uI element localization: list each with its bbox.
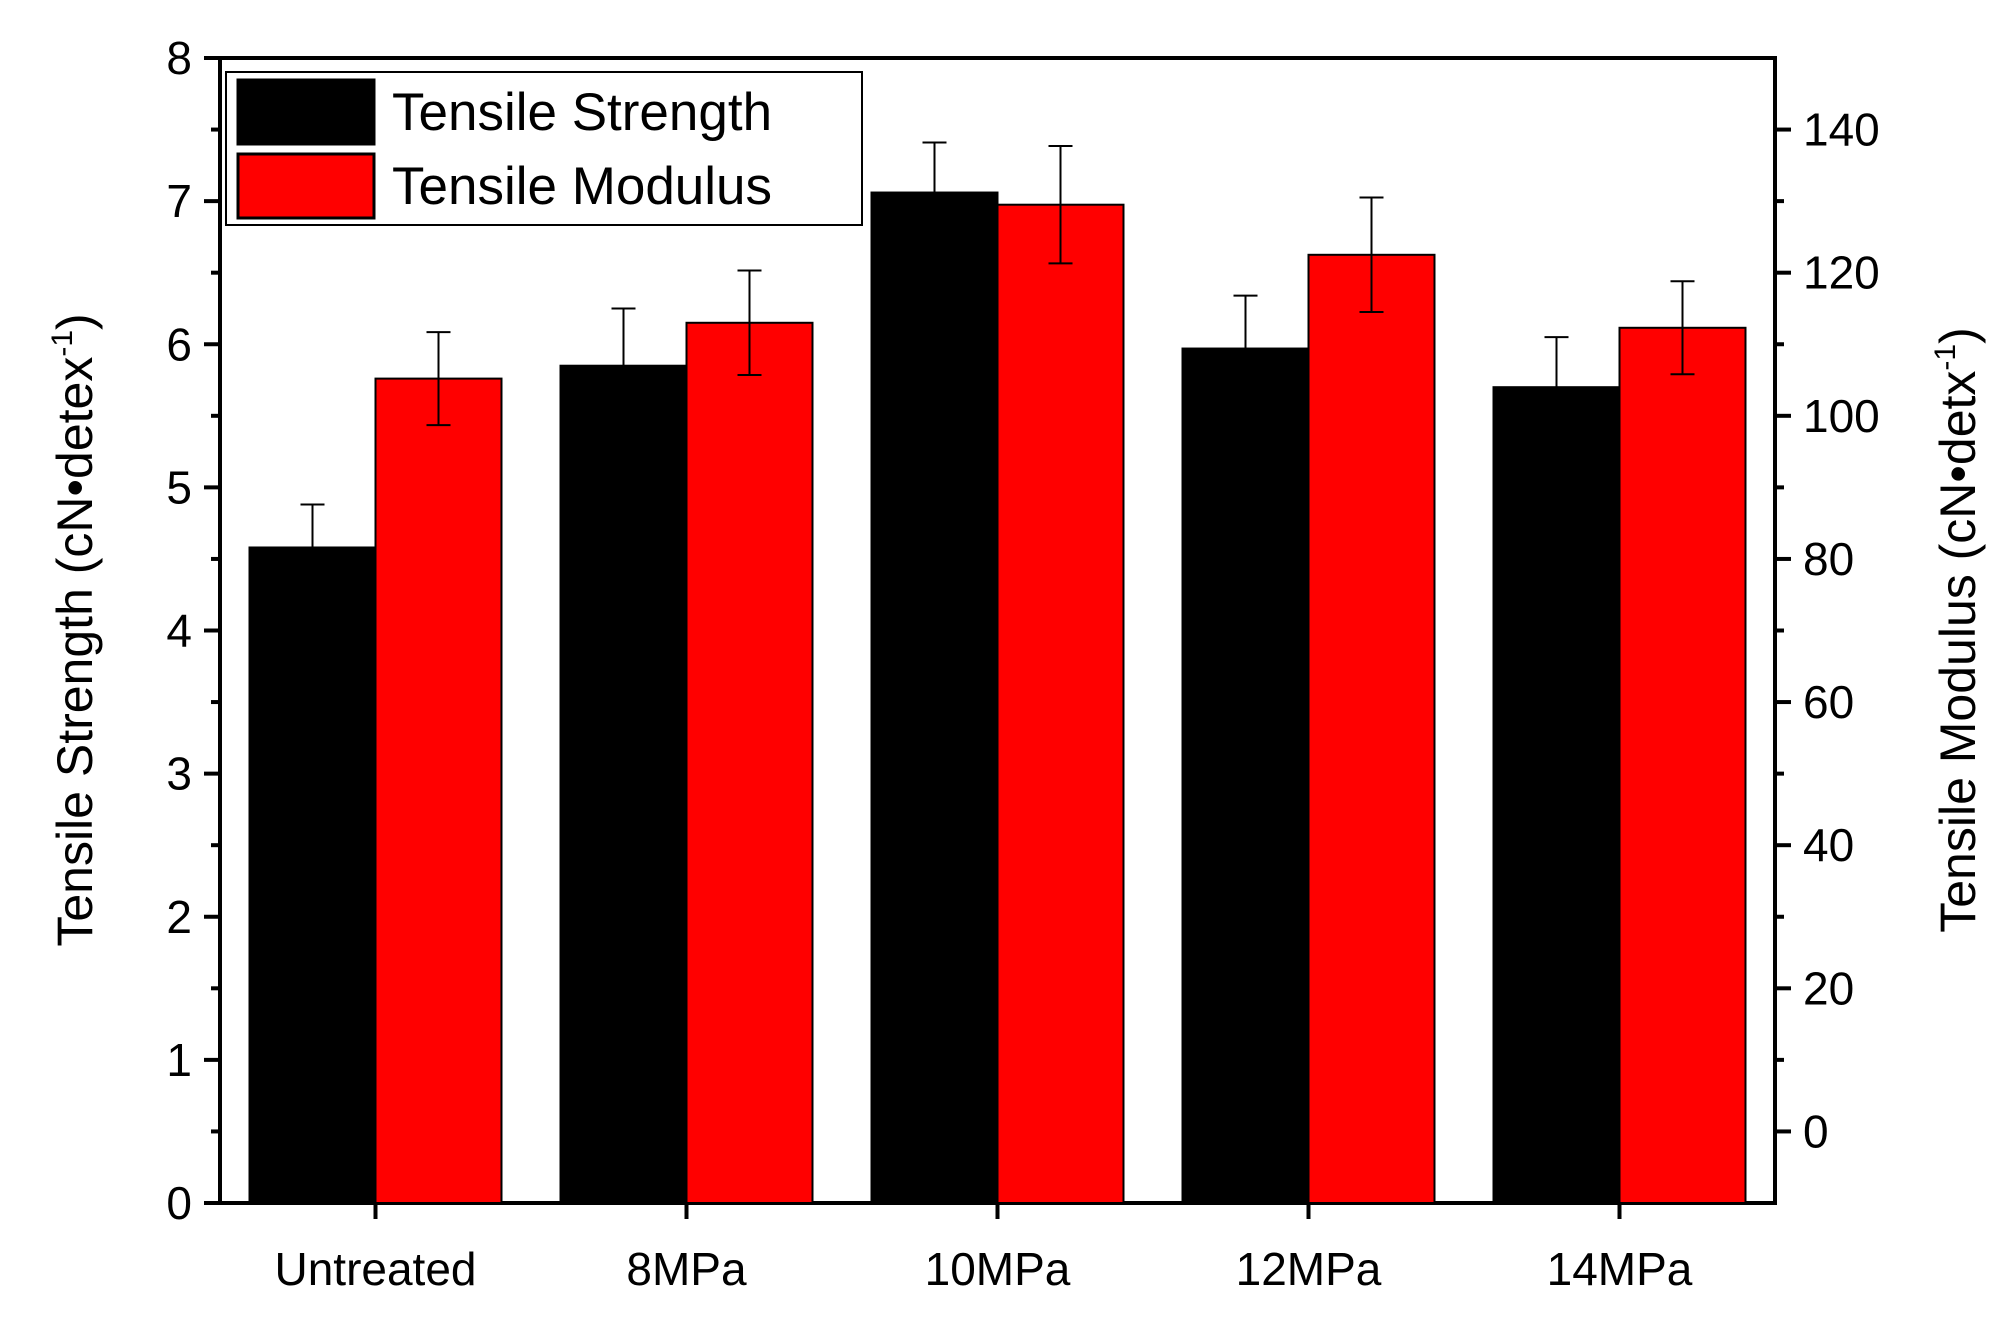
right-axis-tick-label: 20 (1803, 962, 1854, 1014)
left-axis-title: Tensile Strength (cN•detex-1) (46, 313, 103, 946)
left-axis-tick-label: 8 (166, 32, 192, 84)
x-axis-tick-label-untreated: Untreated (274, 1243, 476, 1295)
bar-tensile-strength-10mpa (870, 191, 999, 1205)
bars-layer (248, 191, 1747, 1205)
x-axis: Untreated 8MPa 10MPa 12MPa 14MPa (274, 1203, 1693, 1295)
x-axis-tick-label-12mpa: 12MPa (1236, 1243, 1382, 1295)
right-axis-title: Tensile Modulus (cN•detx-1) (1929, 327, 1986, 933)
right-axis-tick-label: 100 (1803, 390, 1880, 442)
right-axis: 0 20 40 60 80 100 120 140 (1775, 104, 1880, 1157)
left-axis-tick-label: 6 (166, 318, 192, 370)
right-axis-tick-label: 120 (1803, 247, 1880, 299)
bar-tensile-modulus-10mpa (996, 203, 1125, 1204)
x-axis-tick-label-14mpa: 14MPa (1547, 1243, 1693, 1295)
left-axis-tick-label: 2 (166, 891, 192, 943)
bar-tensile-strength-12mpa (1181, 347, 1310, 1204)
left-axis-tick-label: 4 (166, 605, 192, 657)
legend-swatch-tensile-strength (236, 78, 376, 146)
bar-tensile-strength-8mpa (559, 364, 688, 1204)
bar-tensile-strength-untreated (248, 546, 377, 1204)
left-axis-tick-label: 7 (166, 175, 192, 227)
left-axis-tick-label: 5 (166, 461, 192, 513)
legend-label-tensile-modulus: Tensile Modulus (392, 157, 772, 216)
legend: Tensile Strength Tensile Modulus (225, 71, 863, 226)
error-bars-layer (300, 141, 1695, 592)
right-axis-tick-label: 140 (1803, 104, 1880, 156)
right-axis-tick-label: 60 (1803, 676, 1854, 728)
right-axis-tick-label: 0 (1803, 1105, 1829, 1157)
right-axis-tick-label: 80 (1803, 533, 1854, 585)
left-axis-tick-label: 3 (166, 748, 192, 800)
bar-tensile-modulus-untreated (374, 377, 503, 1205)
legend-swatch-tensile-modulus (236, 152, 376, 220)
legend-label-tensile-strength: Tensile Strength (392, 83, 772, 142)
left-axis: 0 1 2 3 4 5 6 7 8 (166, 32, 220, 1229)
bar-tensile-modulus-14mpa (1618, 326, 1747, 1204)
right-axis-tick-label: 40 (1803, 819, 1854, 871)
bar-tensile-modulus-12mpa (1307, 253, 1436, 1204)
x-axis-tick-label-8mpa: 8MPa (626, 1243, 747, 1295)
bar-tensile-strength-14mpa (1492, 386, 1621, 1204)
bar-tensile-modulus-8mpa (685, 321, 814, 1204)
x-axis-tick-label-10mpa: 10MPa (925, 1243, 1071, 1295)
left-axis-tick-label: 1 (166, 1034, 192, 1086)
left-axis-tick-label: 0 (166, 1177, 192, 1229)
